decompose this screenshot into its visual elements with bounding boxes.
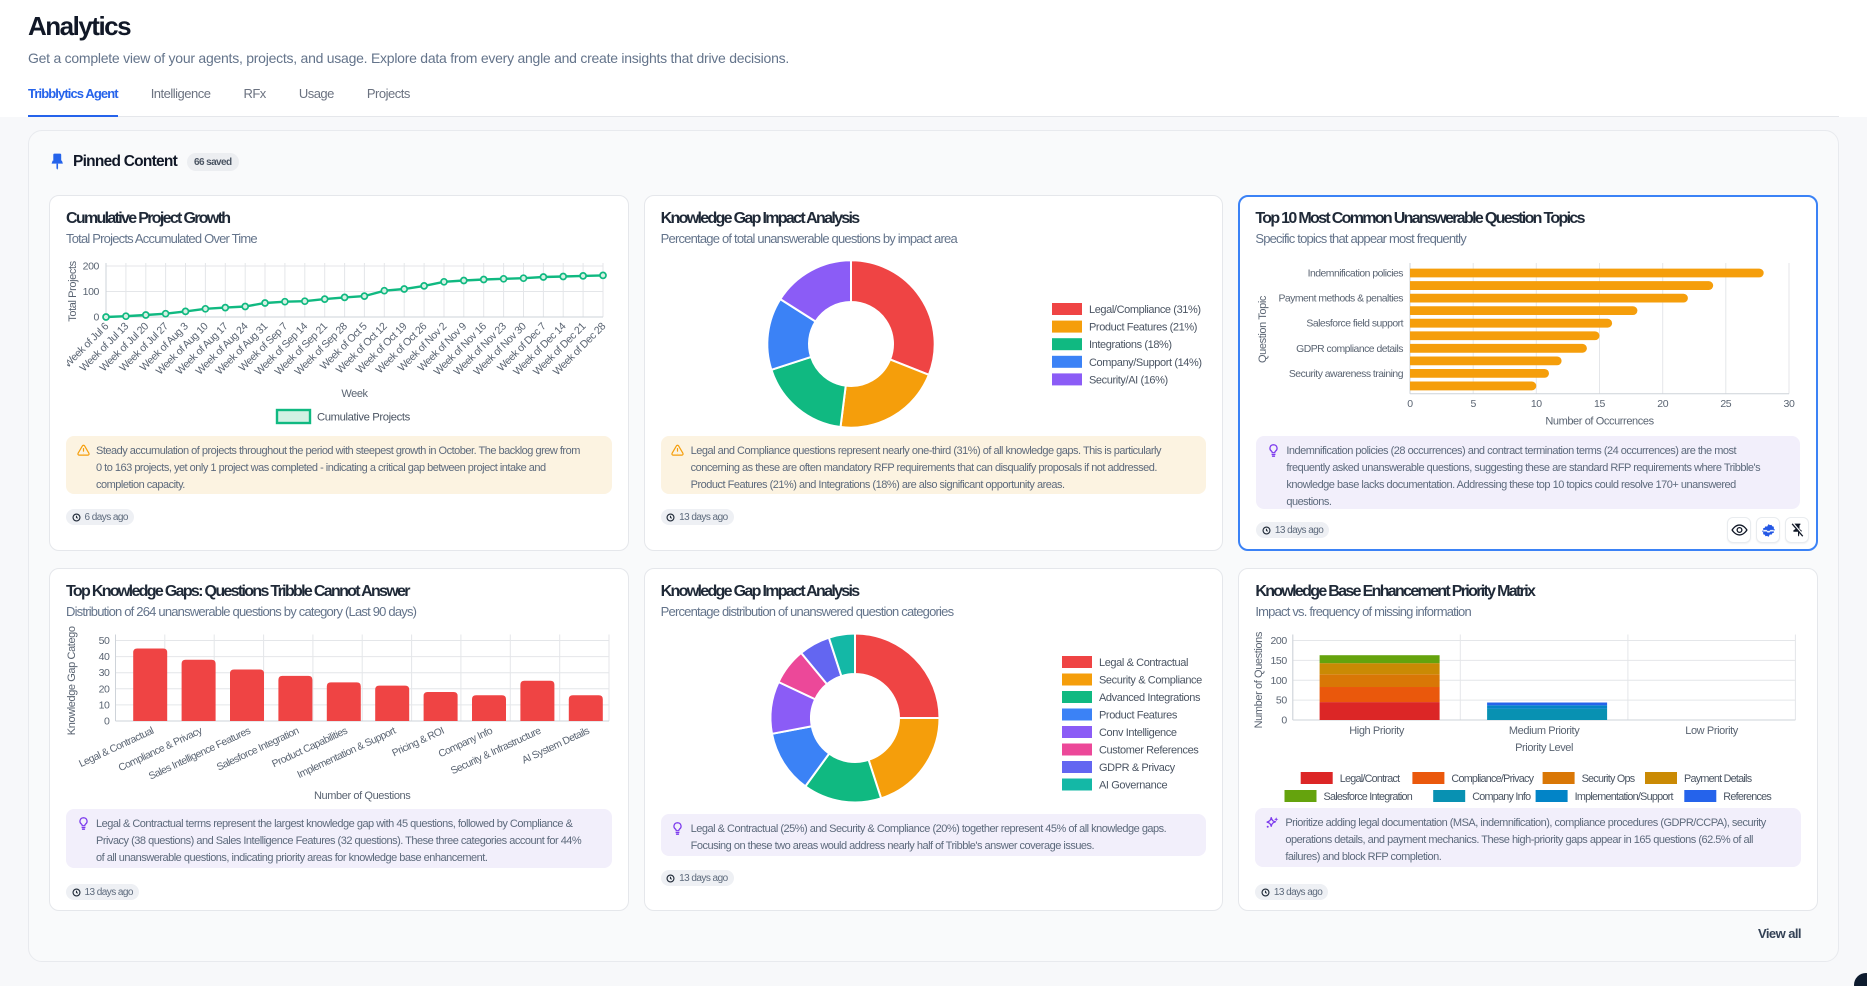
svg-text:50: 50 xyxy=(99,635,110,647)
svg-text:0: 0 xyxy=(104,716,110,728)
svg-text:50: 50 xyxy=(1276,695,1287,707)
svg-text:High Priority: High Priority xyxy=(1350,725,1406,737)
svg-text:Low Priority: Low Priority xyxy=(1686,725,1740,737)
svg-text:100: 100 xyxy=(1271,675,1288,687)
svg-text:100: 100 xyxy=(83,286,100,298)
svg-text:25: 25 xyxy=(1721,398,1732,410)
svg-text:Advanced Integrations: Advanced Integrations xyxy=(1099,692,1201,704)
svg-text:40: 40 xyxy=(99,651,110,663)
svg-text:Priority Level: Priority Level xyxy=(1515,742,1573,754)
svg-text:150: 150 xyxy=(1271,655,1288,667)
svg-text:Medium Priority: Medium Priority xyxy=(1509,725,1580,737)
svg-text:20: 20 xyxy=(1658,398,1669,410)
svg-text:30: 30 xyxy=(99,667,110,679)
svg-text:GDPR compliance details: GDPR compliance details xyxy=(1296,344,1403,355)
svg-text:Company Info: Company Info xyxy=(1473,791,1532,803)
svg-text:AI Governance: AI Governance xyxy=(1099,780,1167,792)
svg-text:References: References xyxy=(1724,791,1773,803)
svg-text:0: 0 xyxy=(1282,715,1288,727)
svg-text:Total Projects: Total Projects xyxy=(67,260,79,321)
svg-text:Legal/Contract: Legal/Contract xyxy=(1340,773,1400,785)
svg-text:Legal/Compliance (31%): Legal/Compliance (31%) xyxy=(1089,304,1201,316)
svg-text:Number of Occurrences: Number of Occurrences xyxy=(1546,416,1655,428)
svg-text:20: 20 xyxy=(99,683,110,695)
svg-text:200: 200 xyxy=(83,261,100,273)
svg-text:Product Features: Product Features xyxy=(1099,710,1178,722)
svg-text:10: 10 xyxy=(99,699,110,711)
svg-text:Cumulative Projects: Cumulative Projects xyxy=(317,412,411,424)
svg-text:Legal & Contractual: Legal & Contractual xyxy=(1099,657,1188,669)
svg-text:Security/AI (16%): Security/AI (16%) xyxy=(1089,374,1168,386)
svg-text:Integrations (18%): Integrations (18%) xyxy=(1089,339,1172,351)
svg-text:15: 15 xyxy=(1594,398,1605,410)
svg-text:Salesforce Integration: Salesforce Integration xyxy=(215,725,301,773)
svg-text:Company/Support (14%): Company/Support (14%) xyxy=(1089,357,1202,369)
svg-text:0: 0 xyxy=(94,312,100,324)
svg-text:Security Ops: Security Ops xyxy=(1582,773,1636,785)
svg-text:Week: Week xyxy=(341,388,368,400)
svg-text:10: 10 xyxy=(1531,398,1542,410)
svg-text:Number of Questions: Number of Questions xyxy=(1254,631,1265,728)
svg-text:Question Topic: Question Topic xyxy=(1257,295,1269,363)
svg-text:Salesforce field support: Salesforce field support xyxy=(1307,319,1404,330)
svg-text:Customer References: Customer References xyxy=(1099,745,1199,757)
svg-text:Security & Infrastructure: Security & Infrastructure xyxy=(449,725,543,777)
svg-text:Payment Details: Payment Details xyxy=(1684,773,1753,785)
svg-text:0: 0 xyxy=(1408,398,1414,410)
svg-text:Conv Intelligence: Conv Intelligence xyxy=(1099,727,1177,739)
svg-text:Security & Compliance: Security & Compliance xyxy=(1099,675,1202,687)
svg-text:Implementation/Support: Implementation/Support xyxy=(1575,791,1674,803)
svg-text:Number of Questions: Number of Questions xyxy=(314,790,411,802)
svg-text:Salesforce Integration: Salesforce Integration xyxy=(1324,791,1413,803)
svg-text:Pricing & ROI: Pricing & ROI xyxy=(391,726,446,760)
svg-text:Compliance/Privacy: Compliance/Privacy xyxy=(1452,773,1535,785)
svg-text:30: 30 xyxy=(1784,398,1795,410)
svg-text:Knowledge Gap Catego: Knowledge Gap Catego xyxy=(67,626,78,735)
svg-text:GDPR & Privacy: GDPR & Privacy xyxy=(1099,762,1176,774)
svg-text:200: 200 xyxy=(1271,635,1288,647)
svg-text:5: 5 xyxy=(1471,398,1477,410)
svg-text:Product Features (21%): Product Features (21%) xyxy=(1089,322,1197,334)
svg-text:Indemnification policies: Indemnification policies xyxy=(1308,269,1404,280)
svg-text:Security awareness training: Security awareness training xyxy=(1289,369,1404,380)
svg-text:Payment methods & penalties: Payment methods & penalties xyxy=(1279,294,1404,305)
